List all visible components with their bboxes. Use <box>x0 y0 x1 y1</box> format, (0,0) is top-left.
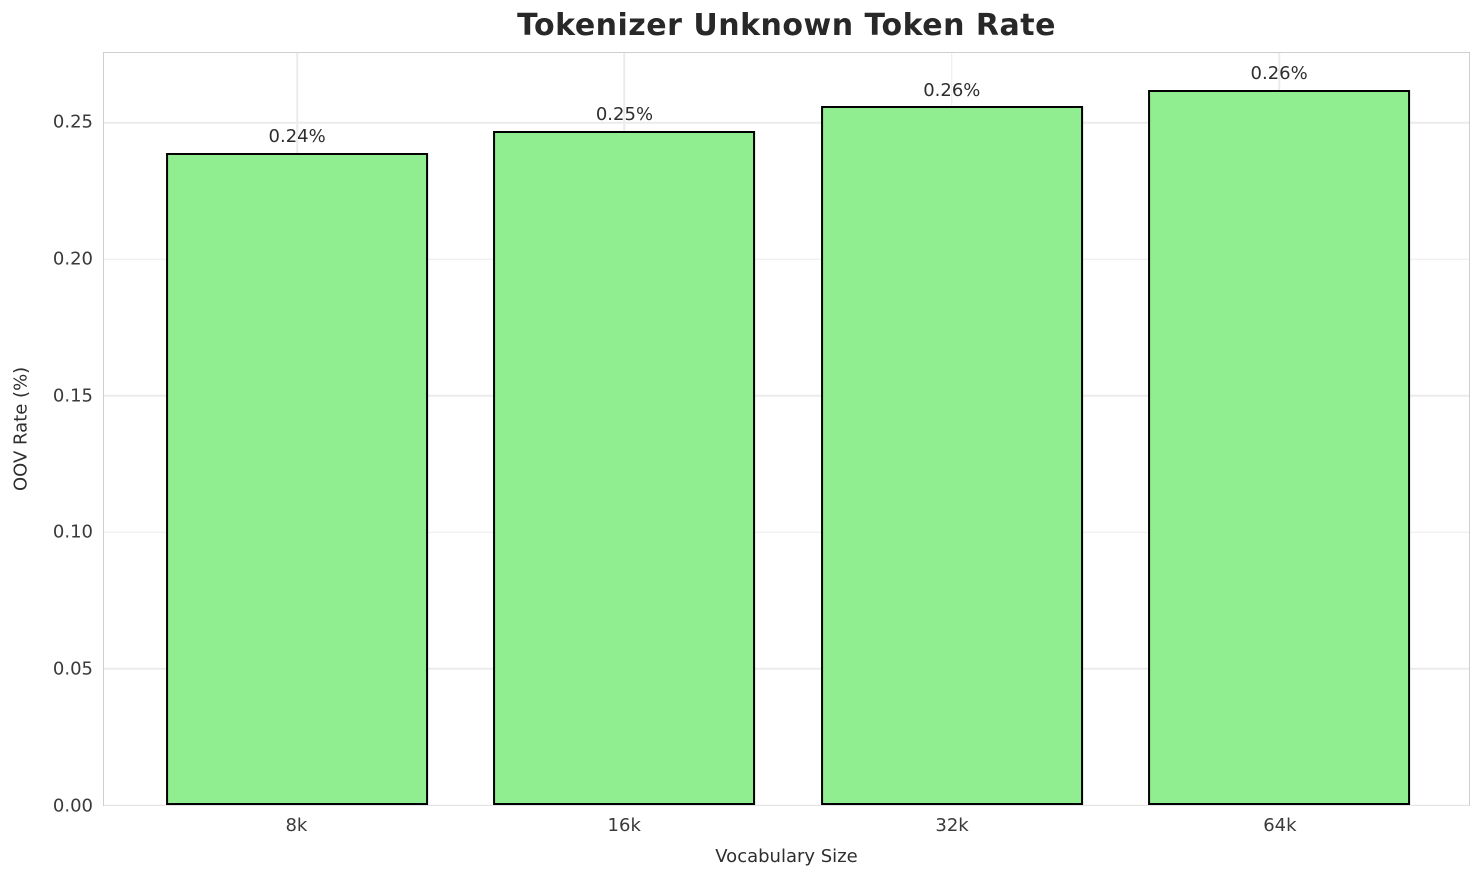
x-tick-label: 8k <box>285 815 308 836</box>
horizontal-gridline <box>104 531 1469 533</box>
y-tick-label: 0.20 <box>52 248 93 270</box>
y-tick-label: 0.15 <box>52 385 93 407</box>
plot-area: 0.24% 0.25% 0.26% 0.26% <box>103 52 1470 806</box>
x-tick-label: 64k <box>1263 815 1297 836</box>
bar-32k <box>820 106 1083 805</box>
horizontal-gridline <box>104 804 1469 806</box>
x-tick-label: 32k <box>935 815 969 836</box>
x-tick-label: 16k <box>607 815 641 836</box>
y-tick-label: 0.00 <box>52 795 93 817</box>
horizontal-gridline <box>104 258 1469 261</box>
x-axis-label: Vocabulary Size <box>715 846 858 867</box>
horizontal-gridline <box>104 667 1469 670</box>
bar-value-label: 0.26% <box>1250 63 1308 85</box>
bar-64k <box>1148 90 1411 805</box>
bar-16k <box>493 131 756 805</box>
horizontal-gridline <box>104 122 1469 124</box>
bar-value-label: 0.25% <box>595 104 654 126</box>
chart-title: Tokenizer Unknown Token Rate <box>517 8 1056 43</box>
bar-value-label: 0.26% <box>923 79 981 101</box>
y-tick-label: 0.10 <box>52 521 93 543</box>
y-tick-labels: 0.00 0.05 0.10 0.15 0.20 0.25 <box>0 52 93 817</box>
bar-value-label: 0.24% <box>268 126 326 148</box>
bar-8k <box>166 152 429 805</box>
y-tick-label: 0.25 <box>52 111 93 133</box>
x-tick-labels: 8k 16k 32k 64k <box>103 815 1470 841</box>
y-tick-label: 0.05 <box>52 658 93 680</box>
horizontal-gridline <box>104 394 1469 397</box>
